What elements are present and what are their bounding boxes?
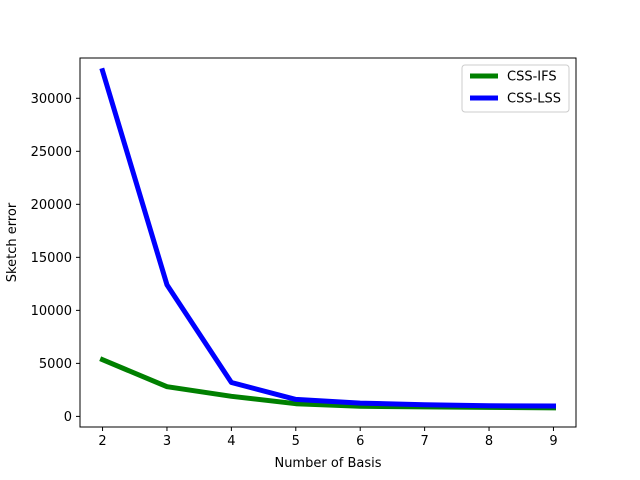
x-tick-label: 7 [420,434,428,449]
x-axis-ticks: 2 3 4 5 6 7 8 9 [98,427,558,449]
legend-label: CSS-LSS [507,92,561,107]
x-tick-label: 4 [227,434,235,449]
x-tick-label: 2 [98,434,106,449]
y-tick-label: 5000 [39,357,72,372]
y-axis-ticks: 0 5000 10000 15000 20000 25000 30000 [31,92,80,425]
x-tick-label: 9 [549,434,557,449]
y-tick-label: 30000 [31,92,72,107]
legend: CSS-IFS CSS-LSS [461,64,570,113]
x-axis-title: Number of Basis [274,456,381,471]
y-tick-label: 10000 [31,304,72,319]
y-tick-label: 0 [64,410,72,425]
y-tick-label: 20000 [31,198,72,213]
y-axis-title: Sketch error [5,202,20,282]
plot-frame [79,57,577,428]
x-tick-label: 6 [356,434,364,449]
series-layer [99,67,557,411]
x-tick-label: 5 [292,434,300,449]
x-tick-label: 3 [163,434,171,449]
y-tick-label: 25000 [31,145,72,160]
legend-label: CSS-IFS [507,70,557,85]
series-line-css-lss [99,67,557,409]
y-tick-label: 15000 [31,251,72,266]
x-tick-label: 8 [485,434,493,449]
